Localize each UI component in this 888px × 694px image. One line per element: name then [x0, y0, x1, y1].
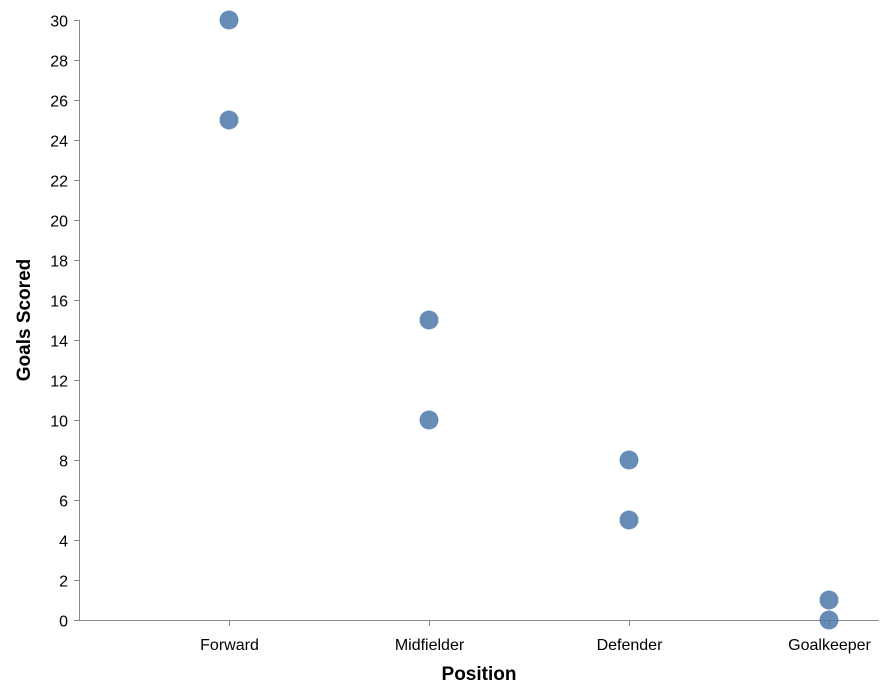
y-axis-title: Goals Scored	[14, 259, 35, 382]
x-tick-label: Defender	[597, 637, 663, 654]
y-tick-label: 30	[50, 14, 68, 31]
data-point	[419, 310, 439, 330]
data-point	[619, 510, 639, 530]
y-tick-label: 24	[50, 134, 68, 151]
x-tick-label: Forward	[200, 637, 259, 654]
data-point	[219, 110, 239, 130]
y-tick-label: 26	[50, 94, 68, 111]
x-tick-label: Goalkeeper	[788, 637, 871, 654]
y-tick-label: 18	[50, 254, 68, 271]
y-tick-label: 8	[59, 454, 68, 471]
data-points	[219, 10, 839, 630]
y-tick-label: 4	[59, 534, 68, 551]
x-axis: Forward Midfielder Defender Goalkeeper	[79, 620, 879, 654]
data-point	[819, 590, 839, 610]
y-tick-label: 16	[50, 294, 68, 311]
x-tick-label: Midfielder	[395, 637, 465, 654]
data-point	[419, 410, 439, 430]
y-tick-label: 14	[50, 334, 68, 351]
y-tick-label: 12	[50, 374, 68, 391]
data-point	[219, 10, 239, 30]
data-point	[619, 450, 639, 470]
x-axis-title: Position	[442, 664, 517, 685]
y-tick-label: 0	[59, 614, 68, 631]
data-point	[819, 610, 839, 630]
y-tick-label: 6	[59, 494, 68, 511]
y-tick-label: 10	[50, 414, 68, 431]
y-tick-label: 20	[50, 214, 68, 231]
y-tick-label: 22	[50, 174, 68, 191]
y-tick-label: 28	[50, 54, 68, 71]
y-tick-label: 2	[59, 574, 68, 591]
